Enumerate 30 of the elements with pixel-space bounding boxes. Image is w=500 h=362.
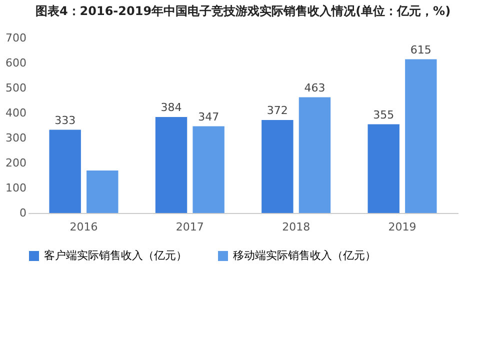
- x-tick-label: 2017: [176, 220, 204, 234]
- data-label: 372: [266, 104, 288, 117]
- x-tick-label: 2016: [70, 220, 98, 234]
- data-label: 355: [373, 108, 394, 122]
- y-tick-label: 600: [6, 56, 26, 70]
- legend-label: 客户端实际销售收入（亿元）: [44, 249, 187, 262]
- y-tick-label: 200: [6, 156, 26, 170]
- bar: [262, 120, 294, 213]
- bar: [298, 97, 331, 213]
- bar: [192, 126, 224, 213]
- data-label: 615: [410, 43, 432, 56]
- bar: [86, 170, 118, 213]
- bar: [155, 117, 188, 213]
- chart-title: 图表4：2016-2019年中国电子竞技游戏实际销售收入情况(单位：亿元，%): [35, 4, 451, 18]
- x-tick-label: 2019: [388, 220, 416, 234]
- y-tick-label: 100: [6, 182, 26, 194]
- y-tick-label: 300: [6, 132, 26, 144]
- legend-label: 移动端实际销售收入（亿元）: [233, 249, 376, 262]
- bar: [49, 130, 81, 213]
- bar: [405, 59, 437, 213]
- data-label: 347: [198, 110, 220, 124]
- y-tick-label: 0: [20, 206, 26, 220]
- bar: [368, 124, 400, 213]
- y-tick-label: 400: [6, 106, 26, 120]
- y-tick-label: 500: [6, 82, 26, 94]
- x-tick-label: 2018: [282, 220, 310, 234]
- data-label: 463: [304, 81, 326, 94]
- y-tick-label: 700: [6, 32, 26, 44]
- data-label: 333: [54, 114, 76, 127]
- data-label: 384: [160, 101, 182, 114]
